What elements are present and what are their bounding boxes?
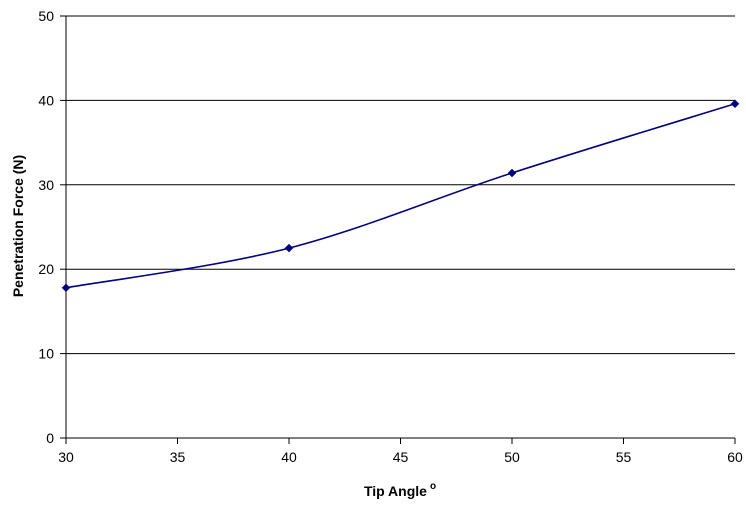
x-tick-label: 55: [616, 449, 632, 465]
series-line: [65, 103, 736, 289]
x-axis-title: Tip Angle o: [364, 481, 436, 499]
y-tick-label: 40: [38, 92, 54, 108]
y-tick-label: 50: [38, 8, 54, 24]
y-tick-label: 0: [46, 430, 54, 446]
x-tick-label: 60: [727, 449, 743, 465]
data-point-marker: [507, 168, 517, 178]
y-tick-label: 30: [38, 177, 54, 193]
x-tick-label: 40: [281, 449, 297, 465]
x-tick-label: 50: [504, 449, 520, 465]
y-tick-label: 10: [38, 346, 54, 362]
tick-labels: 0 10 20 30 40 50 30 35 40 45 50 55 60: [38, 8, 743, 465]
series-layer: [61, 99, 740, 293]
axes: [60, 15, 736, 444]
data-point-marker: [284, 243, 294, 253]
y-axis-title: Penetration Force (N): [10, 155, 26, 297]
data-point-marker: [730, 99, 740, 109]
x-tick-label: 35: [170, 449, 186, 465]
gridlines: [66, 15, 735, 355]
x-tick-label: 30: [58, 449, 74, 465]
data-point-marker: [61, 283, 71, 293]
x-tick-label: 45: [393, 449, 409, 465]
y-tick-label: 20: [38, 261, 54, 277]
